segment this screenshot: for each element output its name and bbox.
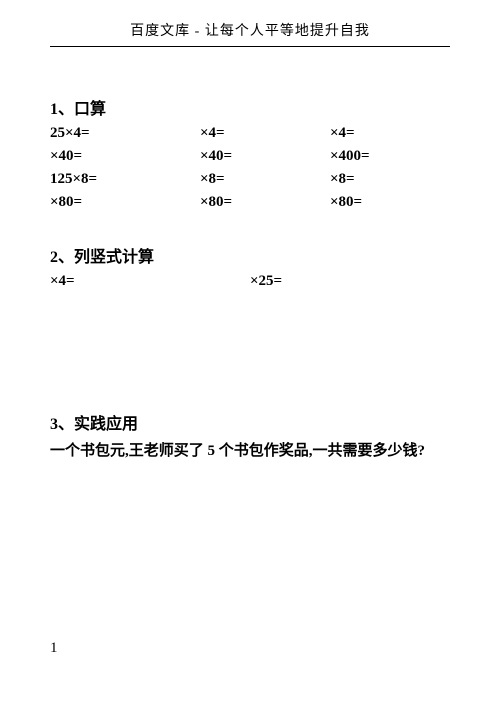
calc-cell: 125×8= xyxy=(50,171,200,188)
word-problem-text: 一个书包元,王老师买了 5 个书包作奖品,一共需要多少钱? xyxy=(50,440,450,463)
calc-cell: ×80= xyxy=(330,194,450,211)
calc-cell: ×4= xyxy=(200,125,330,142)
calc-cell: ×4= xyxy=(50,273,250,290)
calc-cell: 25×4= xyxy=(50,125,200,142)
calc-cell: ×80= xyxy=(50,194,200,211)
section1-title: 1、口算 xyxy=(50,95,450,119)
calc-row: 25×4= ×4= ×4= xyxy=(50,125,450,142)
calc-row: ×40= ×40= ×400= xyxy=(50,148,450,165)
calc-row: ×4= ×25= xyxy=(50,273,450,290)
calc-cell: ×40= xyxy=(200,148,330,165)
calc-row: 125×8= ×8= ×8= xyxy=(50,171,450,188)
calc-cell: ×25= xyxy=(250,273,400,290)
calc-cell: ×40= xyxy=(50,148,200,165)
page-header: 百度文库 - 让每个人平等地提升自我 xyxy=(50,20,450,47)
calc-cell: ×4= xyxy=(330,125,450,142)
calc-cell: ×8= xyxy=(200,171,330,188)
section3-title: 3、实践应用 xyxy=(50,410,450,434)
calc-cell: ×400= xyxy=(330,148,450,165)
section2-title: 2、列竖式计算 xyxy=(50,243,450,267)
calc-cell: ×8= xyxy=(330,171,450,188)
calc-row: ×80= ×80= ×80= xyxy=(50,194,450,211)
page-number: 1 xyxy=(50,640,58,657)
calc-cell: ×80= xyxy=(200,194,330,211)
